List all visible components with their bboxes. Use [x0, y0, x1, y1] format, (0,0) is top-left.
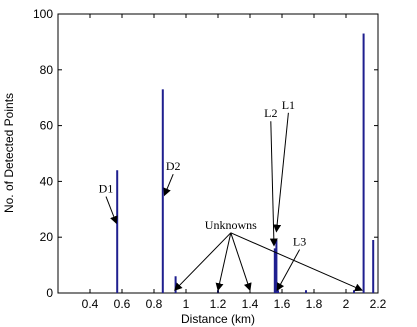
x-tick-label: 1	[183, 297, 190, 311]
bar-10	[372, 239, 375, 293]
x-tick-label: 2.2	[370, 297, 387, 311]
annotation-label: D1	[99, 182, 114, 196]
annotation-arrow	[230, 232, 363, 292]
annotation-arrow	[230, 232, 252, 292]
annotation-label: D2	[166, 159, 181, 173]
plot-area	[57, 13, 379, 294]
x-tick-label: 1.4	[242, 297, 259, 311]
x-tick-label: 0.4	[82, 297, 99, 311]
annotation-label: L3	[293, 235, 306, 249]
x-tick-label: 1.8	[306, 297, 323, 311]
bar-0	[116, 170, 119, 293]
bar-1	[161, 89, 164, 293]
annotation-label: L1	[282, 98, 295, 112]
bar-7	[305, 290, 307, 293]
x-axis-title: Distance (km)	[181, 312, 255, 326]
annotation-arrow	[215, 232, 232, 292]
bar-6	[277, 290, 279, 293]
y-tick-label: 40	[40, 174, 54, 188]
x-tick-label: 1.6	[274, 297, 291, 311]
annotation-arrow	[105, 196, 118, 225]
x-tick-label: 2	[343, 297, 350, 311]
annotation-arrow	[276, 249, 301, 292]
annotation-arrow	[174, 232, 232, 291]
y-tick-label: 80	[40, 63, 54, 77]
bar-5	[275, 239, 278, 293]
y-axis-title: No. of Detected Points	[2, 93, 16, 213]
annotation-label: L2	[264, 106, 277, 120]
annotation-arrow	[273, 112, 289, 233]
x-tick-label: 0.8	[146, 297, 163, 311]
y-ticks-group: 0 20 40 60 80 100	[33, 7, 378, 300]
y-tick-label: 20	[40, 230, 54, 244]
y-tick-label: 60	[40, 119, 54, 133]
annotation-arrow	[163, 174, 174, 197]
bar-9	[362, 33, 365, 293]
annotation-label: Unknowns	[205, 218, 257, 232]
y-tick-label: 100	[33, 7, 53, 21]
x-tick-label: 1.2	[210, 297, 227, 311]
x-tick-label: 0.6	[114, 297, 131, 311]
x-ticks-group: 0.4 0.6 0.8 1 1.2 1.4 1.6 1.8 2 2.2	[82, 14, 387, 311]
bar-2	[174, 276, 177, 293]
bar-8	[353, 290, 355, 293]
bar-4	[273, 248, 276, 293]
annotations-group: D1 D2 L2 L1 L3 Unknowns	[99, 98, 363, 292]
y-tick-label: 0	[46, 286, 53, 300]
